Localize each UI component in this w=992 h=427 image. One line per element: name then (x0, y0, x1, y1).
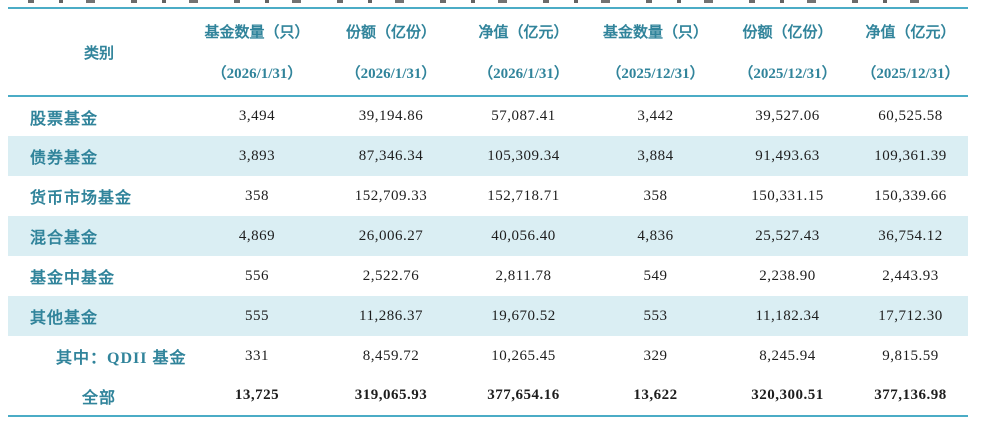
column-header-nav-2026: 净值（亿元） （2026/1/31） (458, 8, 589, 97)
header-row: 类别 基金数量（只） （2026/1/31） 份额（亿份） （2026/1/31… (8, 8, 968, 97)
column-header-fund-count-2025: 基金数量（只） （2025/12/31） (589, 8, 722, 97)
column-header-shares-2026: 份额（亿份） （2026/1/31） (324, 8, 458, 97)
category-cell: 货币市场基金 (30, 190, 133, 207)
value-cell: 17,712.30 (878, 307, 943, 324)
value-cell: 57,087.41 (491, 108, 556, 124)
value-cell: 319,065.93 (354, 387, 428, 403)
fund-statistics-table: 类别 基金数量（只） （2026/1/31） 份额（亿份） （2026/1/31… (8, 7, 968, 417)
value-cell: 105,309.34 (487, 147, 560, 164)
value-cell: 2,811.78 (495, 267, 552, 284)
value-cell: 4,869 (238, 227, 276, 244)
category-cell: 全部 (81, 389, 116, 407)
value-cell: 36,754.12 (878, 227, 943, 244)
column-header-nav-2025: 净值（亿元） （2025/12/31） (853, 8, 968, 97)
value-cell: 11,286.37 (359, 307, 423, 324)
value-cell: 39,527.06 (755, 108, 820, 124)
table-row: 其中：QDII 基金 331 8,459.72 10,265.45 329 8,245.… (8, 336, 968, 376)
table-row: 股票基金 3,494 39,194.86 57,087.41 3,442 39,527.… (8, 96, 968, 136)
value-cell: 553 (643, 307, 668, 324)
table-body: 股票基金 3,494 39,194.86 57,087.41 3,442 39,527.… (8, 96, 968, 416)
column-header-shares-2025: 份额（亿份） （2025/12/31） (722, 8, 853, 97)
category-cell: 债券基金 (30, 150, 99, 167)
value-cell: 358 (245, 187, 269, 204)
value-cell: 40,056.40 (491, 227, 556, 244)
category-cell: 其中：QDII 基金 (56, 350, 187, 367)
column-header-date: （2026/1/31） (211, 66, 303, 82)
cropped-caption-remnant (28, 0, 948, 3)
value-cell: 11,182.34 (755, 307, 820, 324)
category-cell: 基金中基金 (30, 270, 116, 287)
value-cell: 10,265.45 (491, 347, 556, 364)
column-header-date: （2025/12/31） (606, 66, 705, 82)
value-cell: 320,300.51 (751, 387, 824, 403)
value-cell: 19,670.52 (491, 307, 556, 324)
value-cell: 150,339.66 (874, 187, 947, 204)
value-cell: 377,136.98 (874, 387, 947, 403)
value-cell: 3,442 (637, 108, 674, 124)
value-cell: 26,006.27 (358, 227, 424, 244)
value-cell: 8,459.72 (362, 347, 420, 364)
column-header-date: （2025/12/31） (738, 66, 837, 82)
column-header-date: （2026/1/31） (345, 66, 437, 82)
value-cell: 3,893 (238, 147, 276, 164)
column-header-label: 基金数量（只） (602, 25, 708, 41)
column-header-label: 基金数量（只） (204, 25, 310, 41)
value-cell: 39,194.86 (358, 108, 424, 124)
category-header-label: 类别 (83, 45, 114, 62)
table-row: 全部 13,725 319,065.93 377,654.16 13,622 320,3… (8, 376, 968, 416)
table-row: 债券基金 3,893 87,346.34 105,309.34 3,884 91,493… (8, 136, 968, 176)
value-cell: 556 (245, 267, 269, 284)
column-header-label: 份额（亿份） (742, 25, 833, 41)
value-cell: 3,884 (637, 147, 674, 164)
value-cell: 87,346.34 (358, 147, 424, 164)
value-cell: 358 (643, 187, 668, 204)
value-cell: 2,238.90 (759, 267, 816, 284)
column-header-label: 净值（亿元） (865, 25, 956, 41)
value-cell: 152,718.71 (487, 187, 560, 204)
value-cell: 331 (245, 347, 269, 364)
table-row: 货币市场基金 358 152,709.33 152,718.71 358 150,331… (8, 176, 968, 216)
category-cell: 混合基金 (30, 230, 99, 247)
category-cell: 股票基金 (30, 110, 99, 128)
table-header: 类别 基金数量（只） （2026/1/31） 份额（亿份） （2026/1/31… (8, 8, 968, 97)
table-row: 其他基金 555 11,286.37 19,670.52 553 11,182.34 17… (8, 296, 968, 336)
table-row: 混合基金 4,869 26,006.27 40,056.40 4,836 25,527.… (8, 216, 968, 256)
column-header-label: 份额（亿份） (345, 25, 436, 41)
value-cell: 13,622 (633, 387, 678, 403)
value-cell: 3,494 (238, 108, 276, 124)
value-cell: 377,654.16 (487, 387, 560, 403)
value-cell: 549 (643, 267, 668, 284)
table-row: 基金中基金 556 2,522.76 2,811.78 549 2,238.90 2,44… (8, 256, 968, 296)
value-cell: 13,725 (234, 387, 280, 403)
value-cell: 9,815.59 (882, 347, 939, 364)
value-cell: 2,522.76 (362, 267, 420, 284)
category-cell: 其他基金 (30, 310, 99, 327)
value-cell: 329 (643, 347, 668, 364)
value-cell: 91,493.63 (755, 147, 820, 164)
value-cell: 152,709.33 (354, 187, 428, 204)
value-cell: 8,245.94 (759, 347, 816, 364)
value-cell: 60,525.58 (878, 108, 943, 124)
value-cell: 25,527.43 (755, 227, 820, 244)
column-header-label: 净值（亿元） (478, 25, 569, 41)
value-cell: 2,443.93 (882, 267, 939, 284)
value-cell: 4,836 (637, 227, 674, 244)
column-header-date: （2026/1/31） (478, 66, 569, 82)
value-cell: 150,331.15 (751, 187, 824, 204)
value-cell: 555 (245, 307, 269, 324)
column-header-category: 类别 (8, 8, 190, 97)
value-cell: 109,361.39 (874, 147, 947, 164)
column-header-date: （2025/12/31） (861, 66, 960, 82)
column-header-fund-count-2026: 基金数量（只） （2026/1/31） (190, 8, 324, 97)
